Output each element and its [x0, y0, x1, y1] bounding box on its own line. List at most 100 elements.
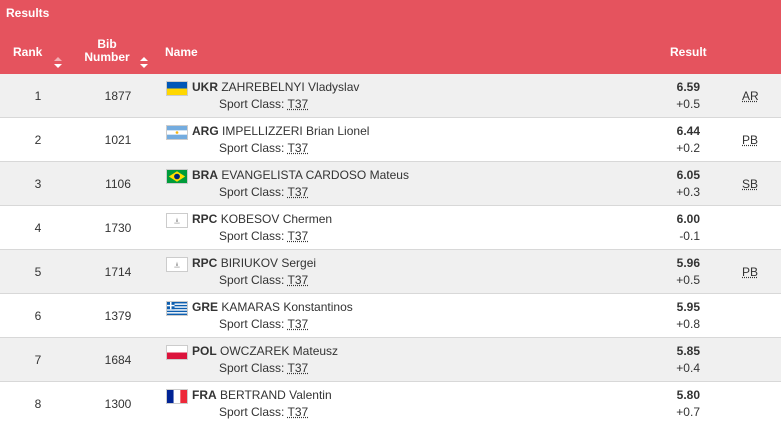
- noc-code: RPC: [192, 256, 218, 270]
- noc-code: ARG: [192, 124, 219, 138]
- sort-bib-icon[interactable]: [139, 56, 149, 70]
- result-mark: 6.59: [676, 80, 700, 94]
- bib-cell: 1730: [104, 221, 132, 235]
- sort-rank-icon[interactable]: [53, 56, 63, 70]
- sport-class-label: Sport Class:: [219, 405, 285, 419]
- sport-class: Sport Class: T37: [219, 405, 308, 419]
- sport-class-label: Sport Class:: [219, 229, 285, 243]
- table-row[interactable]: 1 1877 UKR ZAHREBELNYI Vladyslav Sport Clas…: [0, 74, 781, 118]
- athlete-fullname: EVANGELISTA CARDOSO Mateus: [221, 168, 409, 182]
- result-mark: 5.85: [676, 344, 700, 358]
- sport-class-label: Sport Class:: [219, 185, 285, 199]
- athlete-fullname: OWCZAREK Mateusz: [220, 344, 339, 358]
- wind-value: +0.5: [676, 97, 700, 111]
- sport-class-label: Sport Class:: [219, 361, 285, 375]
- bib-header-line2: Number: [84, 50, 130, 64]
- sport-class-value[interactable]: T37: [287, 317, 309, 331]
- bib-number-column-header[interactable]: Bib Number: [82, 38, 132, 64]
- fra-flag-icon: [166, 389, 188, 404]
- sport-class-value[interactable]: T37: [287, 185, 309, 199]
- result-mark: 6.00: [676, 212, 700, 226]
- rank-cell: 8: [34, 397, 42, 411]
- record-badge[interactable]: PB: [742, 133, 759, 147]
- wind-value: +0.7: [676, 405, 700, 419]
- rank-cell: 6: [34, 309, 42, 323]
- record-badge[interactable]: PB: [742, 265, 759, 279]
- athlete-fullname: BIRIUKOV Sergei: [220, 256, 317, 270]
- athlete-fullname: KAMARAS Konstantinos: [221, 300, 353, 314]
- result-mark: 5.80: [676, 388, 700, 402]
- wind-value: +0.5: [676, 273, 700, 287]
- results-header: Results Rank Bib Number Name Result: [0, 0, 781, 74]
- table-row[interactable]: 4 1730 RPC KOBESOV Chermen Sport Class: T37…: [0, 206, 781, 250]
- noc-code: RPC: [192, 212, 218, 226]
- wind-value: +0.4: [676, 361, 700, 375]
- sport-class-value[interactable]: T37: [287, 141, 309, 155]
- sport-class-value[interactable]: T37: [287, 405, 309, 419]
- sport-class-value[interactable]: T37: [287, 273, 309, 287]
- athlete-name[interactable]: POL OWCZAREK Mateusz: [192, 344, 338, 358]
- athlete-name[interactable]: RPC KOBESOV Chermen: [192, 212, 332, 226]
- bib-cell: 1877: [104, 89, 132, 103]
- noc-code: UKR: [192, 80, 218, 94]
- athlete-name[interactable]: GRE KAMARAS Konstantinos: [192, 300, 353, 314]
- table-row[interactable]: 5 1714 RPC BIRIUKOV Sergei Sport Class: T37…: [0, 250, 781, 294]
- athlete-fullname: KOBESOV Chermen: [220, 212, 333, 226]
- bib-cell: 1106: [105, 177, 131, 191]
- table-row[interactable]: 8 1300 FRA BERTRAND Valentin Sport Class: T…: [0, 382, 781, 425]
- rpc-flag-icon: [166, 213, 188, 228]
- noc-code: BRA: [192, 168, 218, 182]
- sport-class-label: Sport Class:: [219, 273, 285, 287]
- noc-code: POL: [192, 344, 217, 358]
- table-row[interactable]: 7 1684 POL OWCZAREK Mateusz Sport Class: T3…: [0, 338, 781, 382]
- gre-flag-icon: [166, 301, 188, 316]
- table-row[interactable]: 6 1379 GRE KAMARAS Konstantinos Sport Class…: [0, 294, 781, 338]
- wind-value: +0.8: [676, 317, 700, 331]
- sport-class-value[interactable]: T37: [287, 361, 309, 375]
- rpc-flag-icon: [166, 257, 188, 272]
- athlete-name[interactable]: FRA BERTRAND Valentin: [192, 388, 332, 402]
- sport-class: Sport Class: T37: [219, 317, 308, 331]
- sport-class-label: Sport Class:: [219, 317, 285, 331]
- wind-value: -0.1: [679, 229, 700, 243]
- athlete-name[interactable]: ARG IMPELLIZZERI Brian Lionel: [192, 124, 369, 138]
- result-mark: 5.95: [676, 300, 700, 314]
- bib-cell: 1021: [104, 133, 132, 147]
- bib-cell: 1300: [104, 397, 132, 411]
- rank-cell: 2: [34, 133, 42, 147]
- ukr-flag-icon: [166, 81, 188, 96]
- table-row[interactable]: 2 1021 ARG IMPELLIZZERI Brian Lionel Sport …: [0, 118, 781, 162]
- sport-class-value[interactable]: T37: [287, 97, 309, 111]
- sport-class-label: Sport Class:: [219, 141, 285, 155]
- athlete-name[interactable]: BRA EVANGELISTA CARDOSO Mateus: [192, 168, 409, 182]
- rank-column-header[interactable]: Rank: [13, 45, 43, 59]
- sport-class: Sport Class: T37: [219, 361, 308, 375]
- result-mark: 5.96: [676, 256, 700, 270]
- table-row[interactable]: 3 1106 BRA EVANGELISTA CARDOSO Mateus Sport…: [0, 162, 781, 206]
- rank-cell: 1: [34, 89, 42, 103]
- bib-header-line1: Bib: [97, 37, 117, 51]
- sport-class-label: Sport Class:: [219, 97, 285, 111]
- rank-cell: 3: [34, 177, 42, 191]
- sport-class: Sport Class: T37: [219, 141, 308, 155]
- name-column-header[interactable]: Name: [165, 45, 198, 59]
- sport-class: Sport Class: T37: [219, 229, 308, 243]
- arg-flag-icon: [166, 125, 188, 140]
- bib-cell: 1714: [104, 265, 132, 279]
- result-column-header[interactable]: Result: [670, 45, 707, 59]
- athlete-fullname: ZAHREBELNYI Vladyslav: [221, 80, 360, 94]
- rank-cell: 4: [34, 221, 42, 235]
- athlete-name[interactable]: RPC BIRIUKOV Sergei: [192, 256, 316, 270]
- result-mark: 6.05: [676, 168, 700, 182]
- rank-cell: 7: [34, 353, 42, 367]
- athlete-fullname: IMPELLIZZERI Brian Lionel: [222, 124, 370, 138]
- noc-code: FRA: [192, 388, 217, 402]
- bra-flag-icon: [166, 169, 188, 184]
- record-badge[interactable]: AR: [742, 89, 759, 103]
- bib-cell: 1684: [104, 353, 132, 367]
- athlete-name[interactable]: UKR ZAHREBELNYI Vladyslav: [192, 80, 359, 94]
- sport-class-value[interactable]: T37: [287, 229, 309, 243]
- bib-cell: 1379: [104, 309, 132, 323]
- record-badge[interactable]: SB: [742, 177, 759, 191]
- sport-class: Sport Class: T37: [219, 97, 308, 111]
